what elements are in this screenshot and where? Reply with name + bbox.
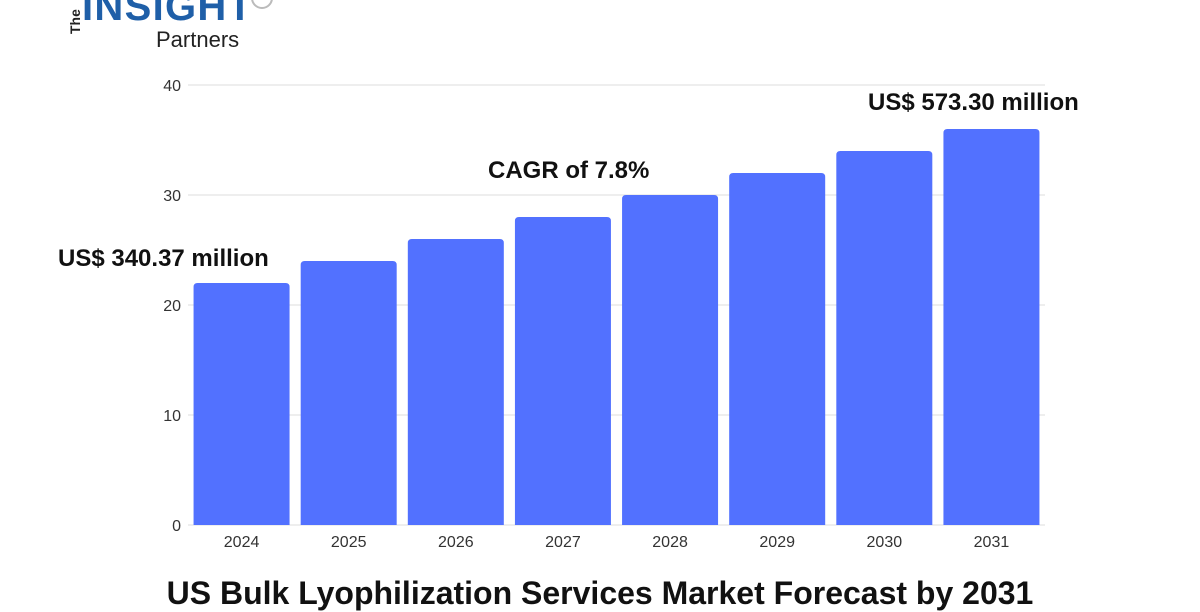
x-tick-label: 2030 — [867, 534, 903, 551]
svg-text:INSIGHT: INSIGHT — [82, 0, 252, 29]
chart-title: US Bulk Lyophilization Services Market F… — [166, 575, 1034, 611]
svg-text:The: The — [67, 9, 83, 34]
bar-2029 — [729, 173, 826, 525]
y-tick-label: 40 — [163, 78, 181, 95]
bar-2031 — [943, 129, 1040, 525]
x-tick-label: 2024 — [224, 534, 260, 551]
annotation-cagr: CAGR of 7.8% — [488, 157, 650, 184]
y-tick-label: 20 — [163, 298, 181, 315]
bar-2030 — [836, 151, 933, 525]
annotation-end: US$ 573.30 million — [868, 89, 1079, 116]
y-tick-label: 30 — [163, 188, 181, 205]
y-tick-label: 10 — [163, 408, 181, 425]
annotation-start: US$ 340.37 million — [58, 245, 269, 272]
x-tick-label: 2026 — [438, 534, 474, 551]
x-tick-label: 2031 — [974, 534, 1010, 551]
x-tick-label: 2025 — [331, 534, 367, 551]
svg-text:Partners: Partners — [156, 27, 239, 52]
logo: The INSIGHT Partners — [67, 0, 273, 52]
bar-2024 — [193, 283, 290, 525]
x-tick-label: 2027 — [545, 534, 581, 551]
bar-2028 — [622, 195, 719, 525]
bar-2026 — [407, 239, 504, 525]
x-tick-label: 2029 — [759, 534, 795, 551]
bar-2025 — [300, 261, 397, 525]
bar-2027 — [514, 217, 611, 525]
x-tick-label: 2028 — [652, 534, 688, 551]
y-tick-label: 0 — [172, 518, 181, 535]
